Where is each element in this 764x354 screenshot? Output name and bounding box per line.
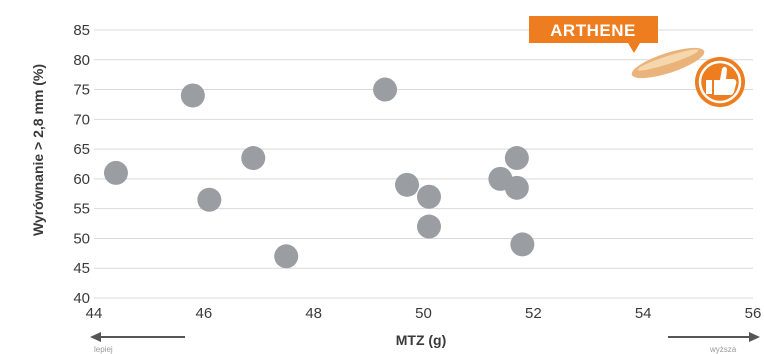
y-tick-label: 60 — [73, 171, 90, 188]
y-tick-label: 45 — [73, 260, 90, 277]
arthene-badge — [529, 16, 658, 43]
y-tick-label: 75 — [73, 82, 90, 99]
y-tick-label: 50 — [73, 230, 90, 247]
arthene-badge-pointer — [628, 43, 640, 53]
data-point — [395, 172, 420, 197]
arthene-label: ARTHENE — [550, 21, 636, 40]
x-tick-label: 44 — [86, 305, 103, 322]
grain-icon — [631, 47, 705, 79]
y-tick-labels: 40 45 50 55 60 65 70 75 80 85 — [73, 22, 90, 307]
x-tick-label: 46 — [195, 305, 212, 322]
x-tick-label: 48 — [305, 305, 322, 322]
y-tick-label: 80 — [73, 52, 90, 69]
x-tick-label: 50 — [415, 305, 432, 322]
y-tick-label: 70 — [73, 111, 90, 128]
x-tick-label: 54 — [635, 305, 652, 322]
y-tick-label: 85 — [73, 22, 90, 39]
x-axis-title: MTZ (g) — [396, 332, 447, 348]
data-point — [416, 184, 441, 209]
x-tick-label: 52 — [525, 305, 542, 322]
data-point — [197, 187, 222, 212]
y-axis-title: Wyrównanie > 2,8 mm (%) — [30, 64, 46, 236]
thumbs-up-icon — [695, 57, 745, 107]
data-points — [103, 77, 535, 269]
data-point — [504, 146, 529, 171]
data-point — [416, 214, 441, 239]
left-arrow-label: lepiej — [94, 345, 113, 354]
data-point — [504, 175, 529, 200]
y-tick-label: 55 — [73, 201, 90, 218]
data-point — [241, 146, 266, 171]
data-point — [103, 160, 128, 185]
right-arrow-label: wyższa — [709, 345, 737, 354]
data-point — [373, 77, 398, 102]
y-tick-label: 40 — [73, 290, 90, 307]
right-direction-arrow: wyższa — [668, 332, 760, 354]
x-tick-labels: 44 46 48 50 52 54 56 — [86, 305, 762, 322]
y-tick-label: 65 — [73, 141, 90, 158]
data-point — [510, 232, 535, 257]
data-point — [180, 83, 205, 108]
x-tick-label: 56 — [745, 305, 762, 322]
arthene-callout: ARTHENE — [529, 16, 658, 53]
left-direction-arrow: lepiej — [90, 332, 185, 354]
data-point — [274, 244, 299, 269]
